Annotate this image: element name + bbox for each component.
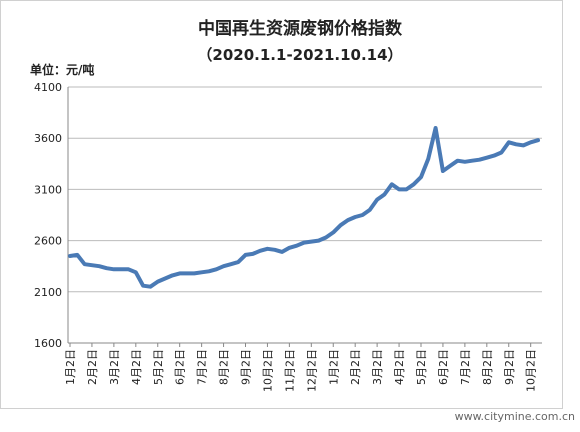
y-tick-label: 4100 [34, 81, 62, 94]
x-tick-label: 8月2日 [218, 349, 231, 385]
x-tick-label: 9月2日 [503, 349, 516, 385]
x-tick-label: 2月2日 [86, 349, 99, 385]
x-tick-label: 4月2日 [130, 349, 143, 385]
x-tick-label: 1月2日 [327, 349, 340, 385]
y-tick-label: 1600 [34, 337, 62, 350]
y-tick-label: 3100 [34, 183, 62, 196]
chart-frame [0, 0, 563, 409]
chart-title: 中国再生资源废钢价格指数 [198, 18, 403, 39]
x-tick-label: 9月2日 [240, 349, 253, 385]
x-tick-label: 1月2日 [64, 349, 77, 385]
y-tick-label: 3600 [34, 132, 62, 145]
x-tick-label: 2月2日 [349, 349, 362, 385]
x-tick-label: 11月2日 [283, 349, 296, 392]
y-tick-label: 2100 [34, 286, 62, 299]
watermark: www.citymine.com.cn [455, 410, 575, 423]
x-tick-label: 3月2日 [371, 349, 384, 385]
data-line [68, 126, 540, 289]
x-tick-label: 12月2日 [305, 349, 318, 392]
x-tick-label: 5月2日 [415, 349, 428, 385]
x-tick-label: 6月2日 [437, 349, 450, 385]
x-tick-label: 10月2日 [525, 349, 538, 392]
y-axis-label: 单位：元/吨 [30, 62, 94, 77]
x-tick-label: 7月2日 [459, 349, 472, 385]
x-tick-label: 7月2日 [196, 349, 209, 385]
x-tick-label: 6月2日 [174, 349, 187, 385]
x-tick-label: 3月2日 [108, 349, 121, 385]
chart-subtitle: （2020.1.1-2021.10.14） [197, 46, 402, 64]
x-tick-label: 5月2日 [152, 349, 165, 385]
x-tick-label: 10月2日 [261, 349, 274, 392]
x-tick-label: 8月2日 [481, 349, 494, 385]
y-tick-label: 2600 [34, 235, 62, 248]
x-tick-label: 4月2日 [393, 349, 406, 385]
